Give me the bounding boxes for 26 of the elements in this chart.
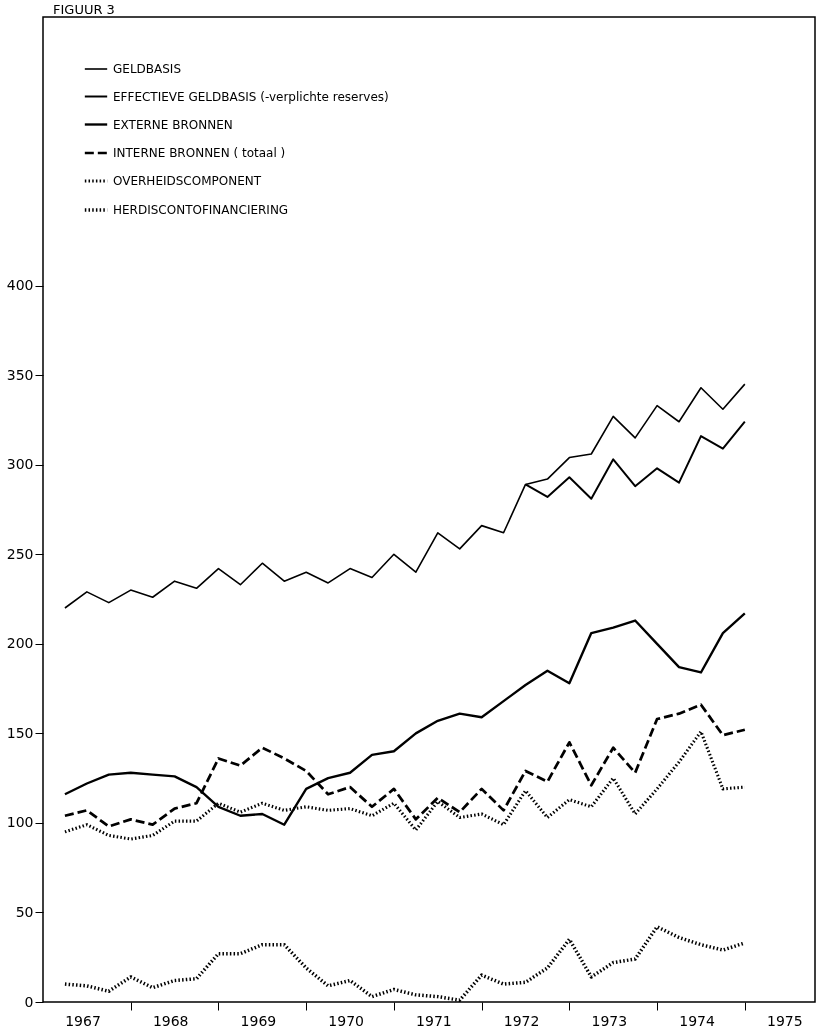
x-tick-label: 1967	[65, 1012, 101, 1029]
y-tick-label: 100	[6, 814, 34, 831]
x-tick-label: 1970	[328, 1012, 364, 1029]
x-tick-label: 1971	[416, 1012, 452, 1029]
line-series	[64, 383, 746, 609]
y-tick-label: 0	[24, 993, 34, 1010]
x-tick-label: 1972	[503, 1012, 540, 1029]
legend-label: HERDISCONTOFINANCIERING	[113, 203, 289, 217]
x-tick-label: 1975	[766, 1012, 803, 1029]
y-tick-label: 250	[6, 545, 34, 562]
x-tick-label: 1969	[240, 1012, 277, 1029]
x-tick-label: 1974	[679, 1012, 715, 1029]
legend-label: INTERNE BRONNEN ( totaal )	[113, 146, 286, 160]
legend-label: EXTERNE BRONNEN	[113, 117, 233, 132]
x-tick-label: 1968	[152, 1012, 189, 1029]
y-tick-label: 50	[15, 903, 34, 920]
legend-label: GELDBASIS	[113, 62, 182, 76]
y-tick-label: 300	[6, 456, 34, 473]
y-tick-label: 350	[6, 366, 34, 383]
legend-label: OVERHEIDSCOMPONENT	[113, 174, 262, 188]
x-tick-label: 1973	[591, 1012, 628, 1029]
chart-title: FIGUUR 3	[53, 2, 115, 17]
legend-label: EFFECTIEVE GELDBASIS (-verplichte reserves)	[113, 89, 389, 104]
y-tick-label: 400	[6, 277, 34, 294]
y-tick-label: 200	[6, 635, 34, 652]
y-tick-label: 150	[6, 724, 34, 741]
